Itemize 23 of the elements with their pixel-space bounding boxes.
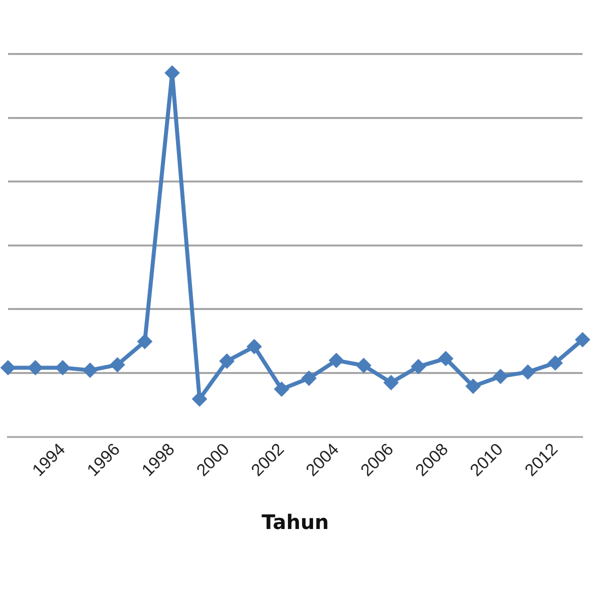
point [55, 360, 70, 376]
point [575, 332, 590, 348]
x-axis-title: Tahun [262, 510, 329, 534]
point [328, 352, 344, 368]
point [301, 370, 316, 386]
point [164, 65, 180, 80]
point [466, 378, 481, 394]
point [438, 351, 454, 366]
point [492, 368, 508, 384]
point [110, 357, 125, 372]
point [0, 360, 16, 376]
point [548, 355, 563, 370]
point [192, 391, 208, 406]
point [410, 359, 426, 374]
point [274, 382, 290, 397]
point [137, 334, 152, 349]
point [28, 360, 43, 376]
point [520, 364, 536, 380]
point [246, 339, 262, 354]
point [219, 354, 234, 369]
point [82, 362, 98, 378]
point [356, 358, 372, 374]
point [384, 375, 399, 390]
